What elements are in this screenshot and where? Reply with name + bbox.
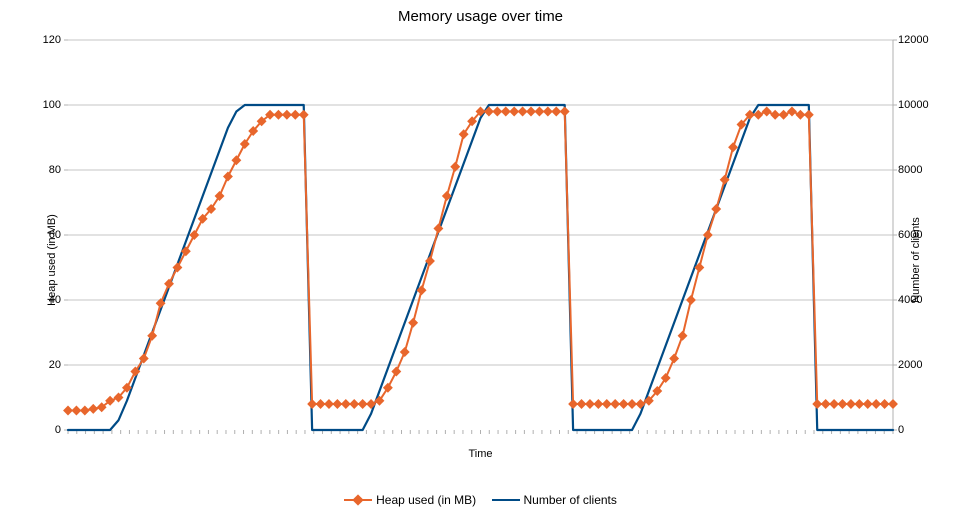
- y2-tick-label: 0: [898, 424, 904, 436]
- legend-label-clients: Number of clients: [524, 493, 617, 507]
- y1-tick-label: 100: [43, 99, 61, 111]
- y1-tick-label: 120: [43, 34, 61, 46]
- legend: Heap used (in MB) Number of clients: [0, 490, 961, 507]
- chart-svg: [0, 0, 961, 470]
- legend-label-heap: Heap used (in MB): [376, 493, 476, 507]
- legend-item-heap: Heap used (in MB): [344, 493, 476, 507]
- legend-item-clients: Number of clients: [492, 493, 617, 507]
- y2-tick-label: 10000: [898, 99, 929, 111]
- y1-tick-label: 80: [49, 164, 61, 176]
- chart-container: Memory usage over time Heap used (in MB)…: [0, 0, 961, 520]
- y2-tick-label: 8000: [898, 164, 922, 176]
- y1-tick-label: 20: [49, 359, 61, 371]
- y2-tick-label: 2000: [898, 359, 922, 371]
- legend-swatch-heap: [344, 499, 372, 501]
- legend-swatch-clients: [492, 499, 520, 501]
- y2-tick-label: 12000: [898, 34, 929, 46]
- y1-tick-label: 60: [49, 229, 61, 241]
- y1-tick-label: 0: [55, 424, 61, 436]
- y2-tick-label: 4000: [898, 294, 922, 306]
- y2-tick-label: 6000: [898, 229, 922, 241]
- y1-tick-label: 40: [49, 294, 61, 306]
